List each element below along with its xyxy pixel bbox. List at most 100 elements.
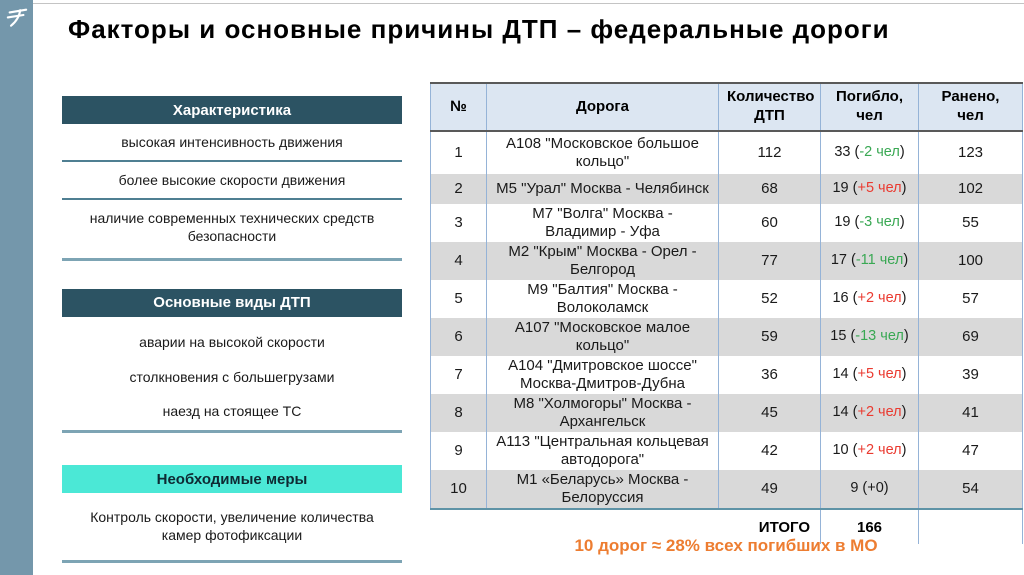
- total-row: ИТОГО 166: [431, 509, 1023, 544]
- dead-delta: +5 чел: [857, 180, 902, 197]
- cell-dead: 19 (-3 чел): [820, 204, 919, 242]
- dead-count: 15 (: [830, 328, 856, 345]
- cell-road: А104 "Дмитровское шоссе" Москва-Дмитров-…: [486, 356, 719, 394]
- cell-road: А113 "Центральная кольцевая автодорога": [486, 432, 719, 470]
- cell-injured: 47: [918, 432, 1023, 470]
- cell-num: 8: [430, 394, 487, 432]
- dead-close: ): [901, 180, 907, 197]
- list-item: аварии на высокой скорости: [139, 333, 325, 350]
- cell-num: 2: [430, 174, 487, 204]
- dead-close: ): [901, 442, 907, 459]
- dead-count: 14 (: [832, 366, 858, 383]
- cell-road: М5 "Урал" Москва - Челябинск: [486, 174, 719, 204]
- cell-road: А107 "Московское малое кольцо": [486, 318, 719, 356]
- cell-dead: 10 (+2 чел): [820, 432, 919, 470]
- cell-injured: 54: [918, 470, 1023, 510]
- dead-close: ): [901, 404, 907, 421]
- dead-delta: +2 чел: [857, 290, 902, 307]
- cell-dtp: 49: [718, 470, 821, 510]
- section-divider: [62, 257, 402, 261]
- total-empty-cell: [918, 509, 1023, 544]
- table-row: 8 М8 "Холмогоры" Москва - Архангельск 45…: [430, 394, 1023, 432]
- total-label: ИТОГО: [758, 518, 810, 536]
- cell-dead: 9 (+0): [820, 470, 919, 510]
- dead-delta: +5 чел: [857, 366, 902, 383]
- cell-num: 6: [430, 318, 487, 356]
- roads-table: № Дорога Количество ДТП Погибло, чел Ран…: [430, 82, 1023, 544]
- dead-count: 19 (: [832, 180, 858, 197]
- dead-close: ): [899, 144, 905, 161]
- table-header-row: № Дорога Количество ДТП Погибло, чел Ран…: [430, 82, 1023, 132]
- dead-delta: +2 чел: [857, 404, 902, 421]
- cell-num: 9: [430, 432, 487, 470]
- cell-road: М8 "Холмогоры" Москва - Архангельск: [486, 394, 719, 432]
- table-row: 9 А113 "Центральная кольцевая автодорога…: [430, 432, 1023, 470]
- dead-count: 14 (: [832, 404, 858, 421]
- cell-dead: 33 (-2 чел): [820, 131, 919, 174]
- section-header: Характеристика: [62, 96, 402, 124]
- cell-dead: 14 (+5 чел): [820, 356, 919, 394]
- page-title: Факторы и основные причины ДТП – федерал…: [68, 14, 890, 44]
- list-item: более высокие скорости движения: [118, 171, 346, 188]
- cell-num: 10: [430, 470, 487, 510]
- footnote: 10 дорог ≈ 28% всех погибших в МО: [574, 536, 878, 555]
- table-row: 5 М9 "Балтия" Москва - Волоколамск 52 16…: [430, 280, 1023, 318]
- cell-num: 7: [430, 356, 487, 394]
- dead-count: 19 (: [834, 214, 860, 231]
- logo-icon: [6, 8, 27, 27]
- dead-delta: -3 чел: [859, 214, 900, 231]
- cell-dtp: 42: [718, 432, 821, 470]
- cell-injured: 41: [918, 394, 1023, 432]
- section-header: Основные виды ДТП: [62, 288, 402, 317]
- cell-road: М9 "Балтия" Москва - Волоколамск: [486, 280, 719, 318]
- dead-close: ): [903, 252, 909, 269]
- cell-injured: 55: [918, 204, 1023, 242]
- cell-dead: 16 (+2 чел): [820, 280, 919, 318]
- list-item: наличие современных технических средств …: [89, 209, 375, 244]
- cell-road: М2 "Крым" Москва - Орел - Белгород: [486, 242, 719, 280]
- cell-dtp: 45: [718, 394, 821, 432]
- dead-delta: -11 чел: [855, 252, 904, 269]
- cell-num: 5: [430, 280, 487, 318]
- dead-close: ): [901, 290, 907, 307]
- cell-injured: 123: [918, 131, 1023, 174]
- dead-close: ): [901, 366, 907, 383]
- cell-dtp: 112: [718, 131, 821, 174]
- table-row: 2 М5 "Урал" Москва - Челябинск 68 19 (+5…: [430, 174, 1023, 204]
- cell-num: 4: [430, 242, 487, 280]
- item-divider: [62, 159, 402, 162]
- list-item: наезд на стоящее ТС: [162, 403, 302, 420]
- col-header-road: Дорога: [486, 82, 719, 132]
- list-item: столкновения с большегрузами: [129, 368, 335, 385]
- cell-road: А108 "Московское большое кольцо": [486, 131, 719, 174]
- cell-dead: 15 (-13 чел): [820, 318, 919, 356]
- section-divider: [62, 560, 402, 564]
- cell-dead: 17 (-11 чел): [820, 242, 919, 280]
- dead-count: 33 (: [834, 144, 860, 161]
- cell-dtp: 60: [718, 204, 821, 242]
- cell-dtp: 59: [718, 318, 821, 356]
- cell-dtp: 77: [718, 242, 821, 280]
- left-panel: Характеристика высокая интенсивность дви…: [62, 96, 402, 564]
- table-row: 7 А104 "Дмитровское шоссе" Москва-Дмитро…: [430, 356, 1023, 394]
- cell-num: 3: [430, 204, 487, 242]
- cell-injured: 102: [918, 174, 1023, 204]
- col-header-num: №: [430, 82, 487, 132]
- dead-delta: -13 чел: [855, 328, 904, 345]
- cell-num: 1: [430, 131, 487, 174]
- section-header: Необходимые меры: [62, 465, 402, 494]
- cell-injured: 57: [918, 280, 1023, 318]
- cell-injured: 100: [918, 242, 1023, 280]
- dead-count: 10 (: [832, 442, 858, 459]
- cell-dead: 14 (+2 чел): [820, 394, 919, 432]
- section-accident-types: Основные виды ДТП аварии на высокой скор…: [62, 288, 402, 434]
- dead-count: 9 (+0): [850, 480, 889, 497]
- cell-road: М7 "Волга" Москва - Владимир - Уфа: [486, 204, 719, 242]
- section-required-measures: Необходимые меры Контроль скорости, увел…: [62, 465, 402, 564]
- list-item: Контроль скорости, увеличение количества…: [90, 509, 374, 544]
- dead-close: ): [899, 214, 905, 231]
- table-row: 10 М1 «Беларусь» Москва - Белоруссия 49 …: [430, 470, 1023, 510]
- cell-dead: 19 (+5 чел): [820, 174, 919, 204]
- table-row: 4 М2 "Крым" Москва - Орел - Белгород 77 …: [430, 242, 1023, 280]
